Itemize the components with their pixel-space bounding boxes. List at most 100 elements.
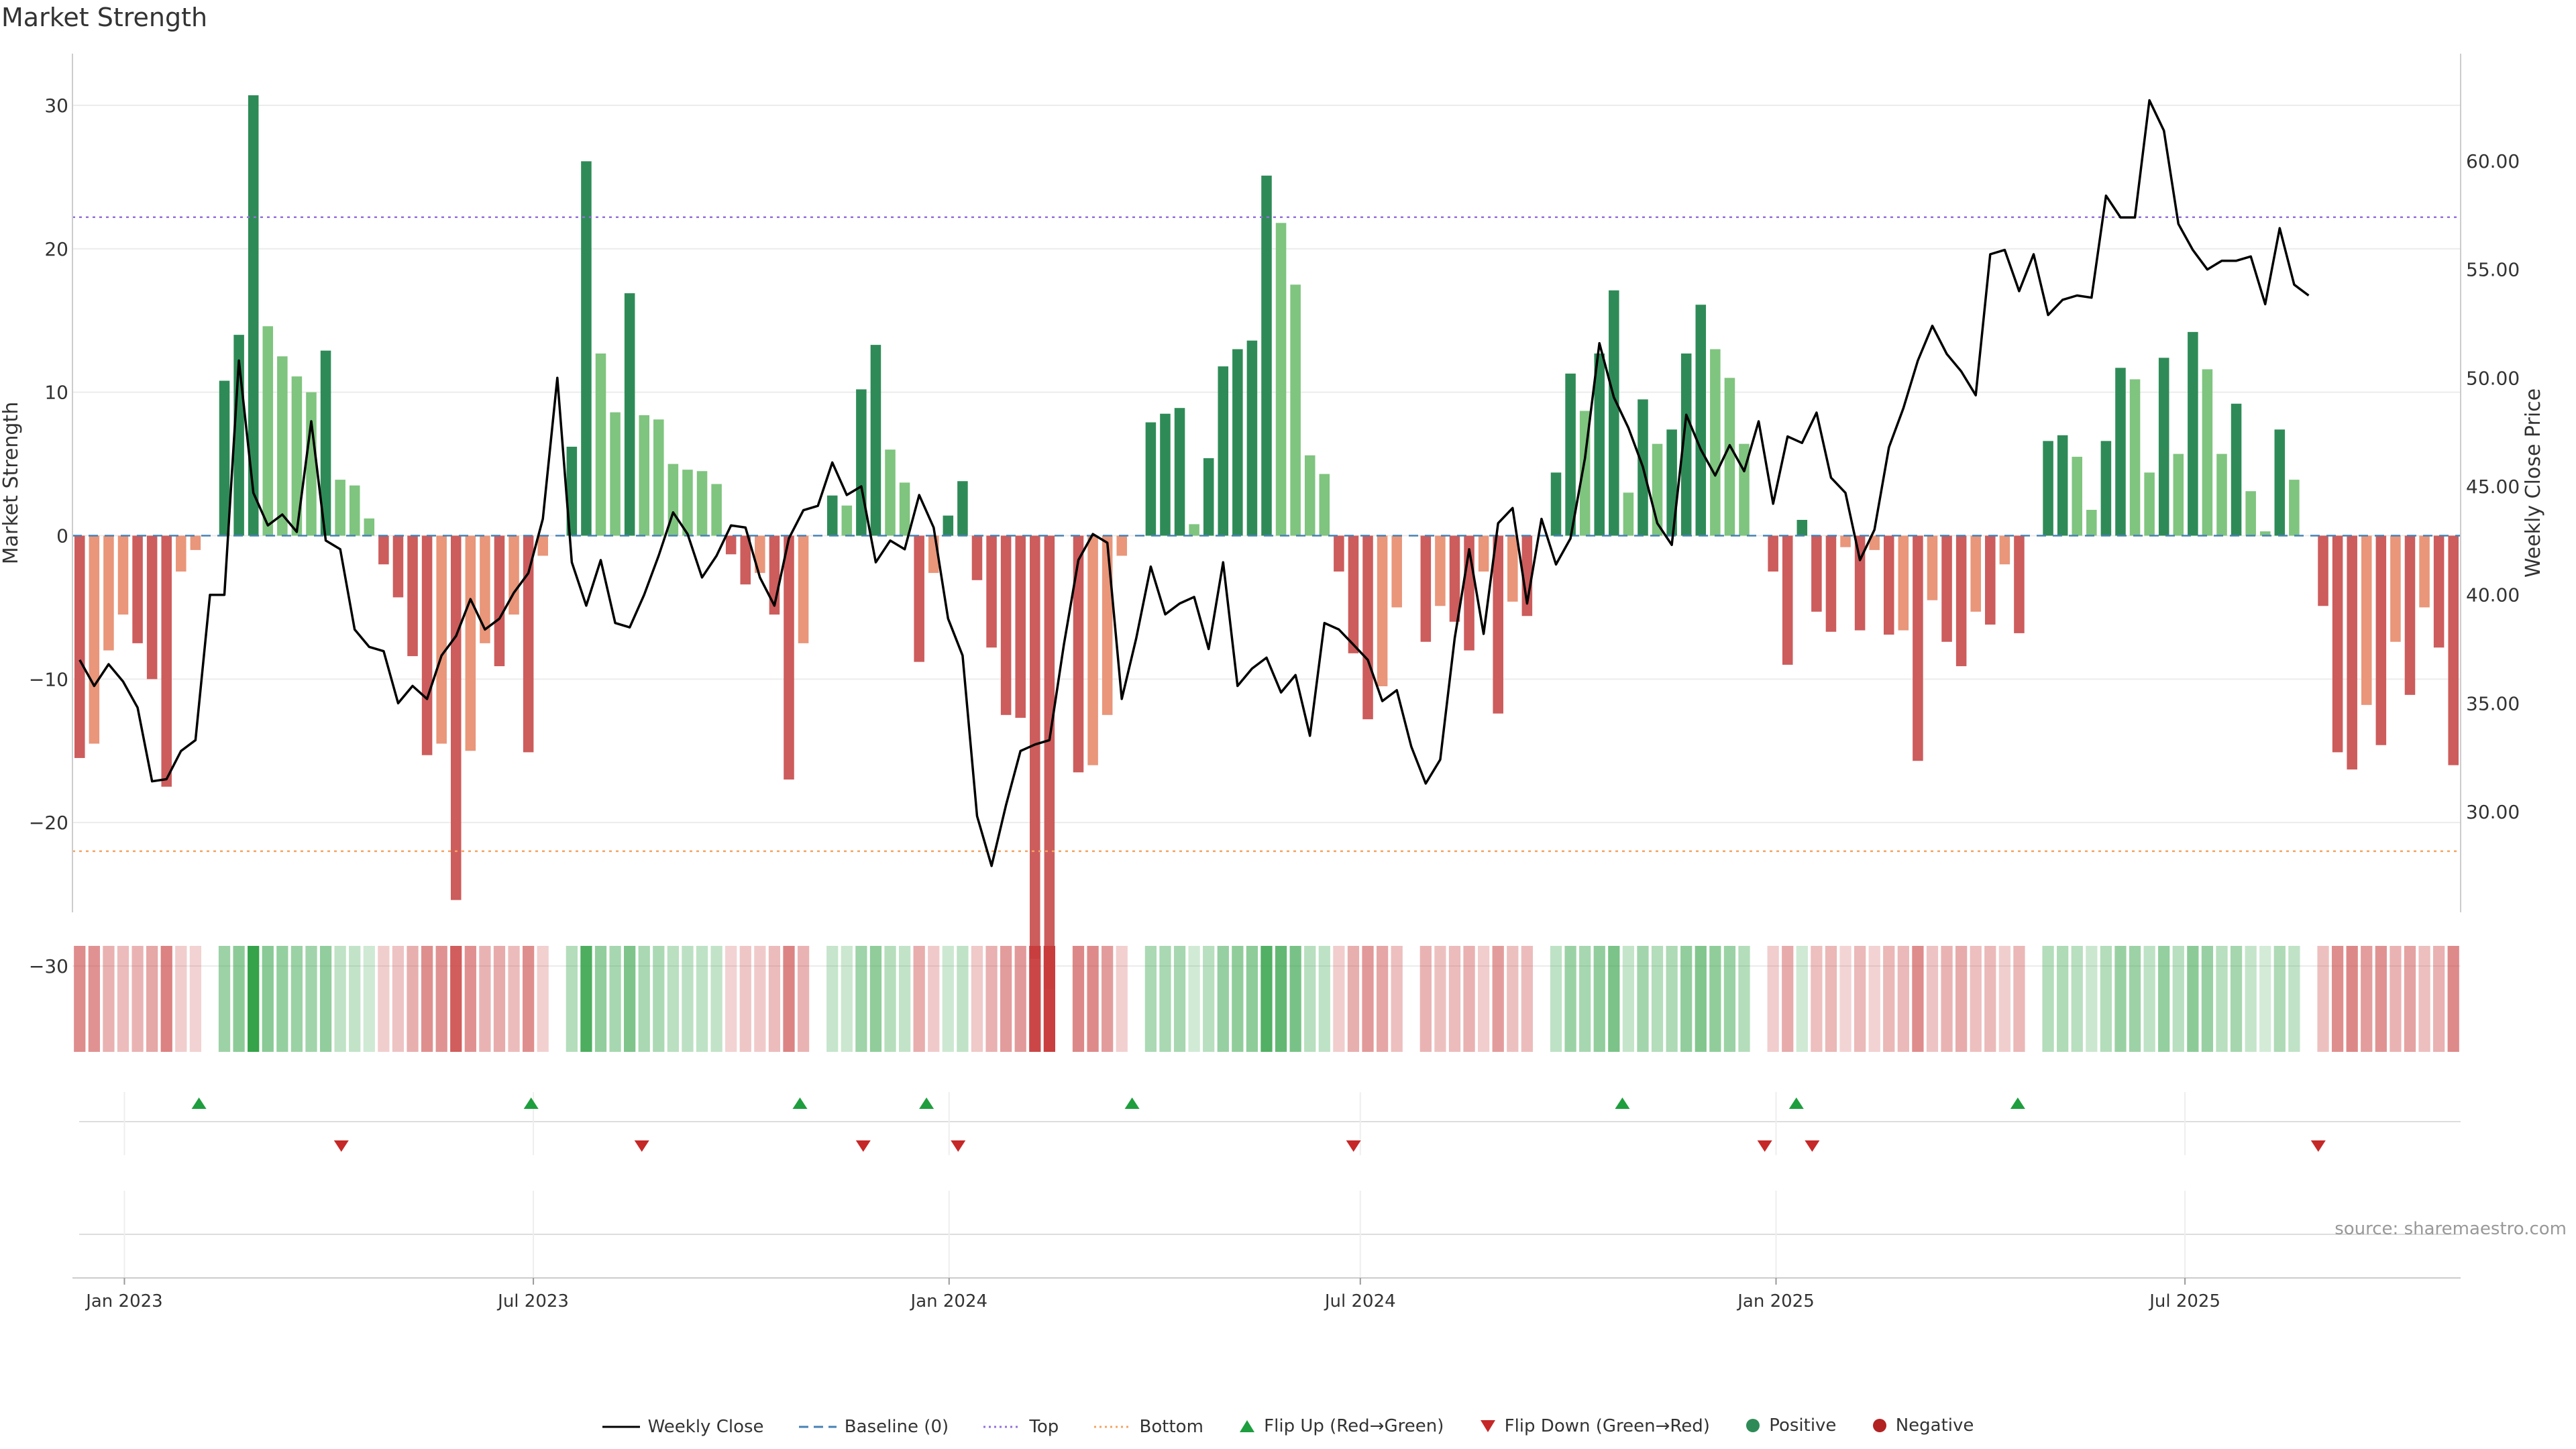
strength-bar (219, 380, 230, 536)
flip-up-marker (2010, 1097, 2025, 1109)
legend-item-flip-up[interactable]: Flip Up (Red→Green) (1238, 1416, 1444, 1436)
strength-bar (1290, 284, 1301, 536)
heat-cell (2100, 946, 2112, 1052)
y2-tick-label: 60.00 (2466, 150, 2520, 172)
heat-cell (2187, 946, 2199, 1052)
flip-down-marker (951, 1140, 966, 1152)
heat-cell (710, 946, 722, 1052)
strength-bar (2014, 535, 2025, 633)
x-tick-label: Jul 2024 (1324, 1291, 1396, 1311)
strength-bar (581, 161, 592, 536)
strength-bar (1478, 535, 1489, 572)
heat-cell (1043, 946, 1055, 1052)
heat-cell (1507, 946, 1519, 1052)
strength-bar (450, 535, 462, 900)
heat-cell (2071, 946, 2083, 1052)
strength-bar (1087, 535, 1098, 765)
heat-cell (1116, 946, 1128, 1052)
strength-bar (1377, 535, 1388, 687)
heat-cell (1173, 946, 1186, 1052)
strength-bar (248, 95, 259, 536)
strength-bar (2245, 491, 2256, 536)
heat-cell (363, 946, 375, 1052)
y-tick-label: 10 (44, 382, 68, 404)
y2-tick-label: 45.00 (2466, 476, 2520, 498)
heat-cell (2390, 946, 2402, 1052)
strength-bar (1811, 535, 1822, 612)
x-tick-label: Jan 2025 (1736, 1291, 1815, 1311)
heat-cell (1637, 946, 1649, 1052)
strength-bar (1710, 349, 1721, 536)
heat-cell (1391, 946, 1403, 1052)
heat-cell (1087, 946, 1099, 1052)
heat-cell (1492, 946, 1504, 1052)
y-axis-label: Market Strength (0, 402, 23, 564)
strength-bar (2375, 535, 2387, 745)
legend: Weekly Close Baseline (0) Top Bottom Fli… (0, 1415, 2576, 1438)
heat-cell (985, 946, 998, 1052)
heat-cell (537, 946, 549, 1052)
heat-cell (2361, 946, 2373, 1052)
x-axis: Jan 2023 Jul 2023 Jan 2024 Jul 2024 Jan 2025… (72, 1277, 2461, 1311)
strength-bar (421, 535, 433, 755)
strength-bar (146, 535, 158, 680)
strength-bar (320, 350, 331, 536)
heat-cell (392, 946, 405, 1052)
legend-label: Flip Up (Red→Green) (1264, 1416, 1444, 1436)
heat-cell (1144, 946, 1157, 1052)
heat-cell (1854, 946, 1866, 1052)
heat-cell (826, 946, 839, 1052)
legend-label: Negative (1895, 1415, 1974, 1436)
heat-cell (2245, 946, 2257, 1052)
heat-cell (1289, 946, 1301, 1052)
strength-bar (2100, 441, 2112, 536)
strength-bar (1189, 524, 1199, 536)
legend-item-positive[interactable]: Positive (1745, 1415, 1836, 1436)
strength-bar (2173, 453, 2184, 536)
heat-cell (1897, 946, 1909, 1052)
strength-bar (639, 415, 650, 536)
strength-bar (798, 535, 809, 643)
heat-cell (1246, 946, 1258, 1052)
strength-bar (1825, 535, 1837, 632)
strength-bar (262, 326, 274, 536)
heat-cell (2143, 946, 2155, 1052)
strength-bars (74, 95, 2459, 989)
legend-item-weekly-close[interactable]: Weekly Close (602, 1417, 764, 1437)
strength-bar (1985, 535, 1996, 625)
heat-cell (1680, 946, 1693, 1052)
heat-cell (2057, 946, 2069, 1052)
heat-cell (696, 946, 708, 1052)
heat-strip (74, 946, 2459, 1052)
legend-item-flip-down[interactable]: Flip Down (Green→Red) (1479, 1416, 1710, 1436)
strength-bar (1550, 472, 1562, 536)
strength-bar (1203, 458, 1214, 536)
legend-item-bottom[interactable]: Bottom (1093, 1417, 1203, 1437)
heat-cell (957, 946, 969, 1052)
strength-bar (1927, 535, 1938, 600)
strength-bar (957, 481, 968, 536)
strength-bar (508, 535, 519, 615)
legend-item-baseline[interactable]: Baseline (0) (798, 1417, 949, 1437)
heat-cell (1984, 946, 1996, 1052)
legend-item-negative[interactable]: Negative (1872, 1415, 1974, 1436)
heat-cell (103, 946, 115, 1052)
legend-item-top[interactable]: Top (983, 1417, 1059, 1437)
heat-cell (768, 946, 781, 1052)
strength-bar (2202, 369, 2213, 536)
heat-cell (2230, 946, 2243, 1052)
heat-cell (2158, 946, 2170, 1052)
heat-cell (1275, 946, 1287, 1052)
strength-bar (2072, 456, 2083, 536)
heat-cell (725, 946, 737, 1052)
circle-icon (1872, 1419, 1886, 1432)
strength-bar (465, 535, 476, 751)
heat-cell (1941, 946, 1953, 1052)
strength-bar (943, 515, 954, 536)
heat-cell (1217, 946, 1229, 1052)
strength-bar (2129, 379, 2141, 536)
strength-bar (595, 353, 606, 536)
heat-cell (1318, 946, 1330, 1052)
flip-up-marker (1615, 1097, 1630, 1109)
heat-cell (1738, 946, 1750, 1052)
